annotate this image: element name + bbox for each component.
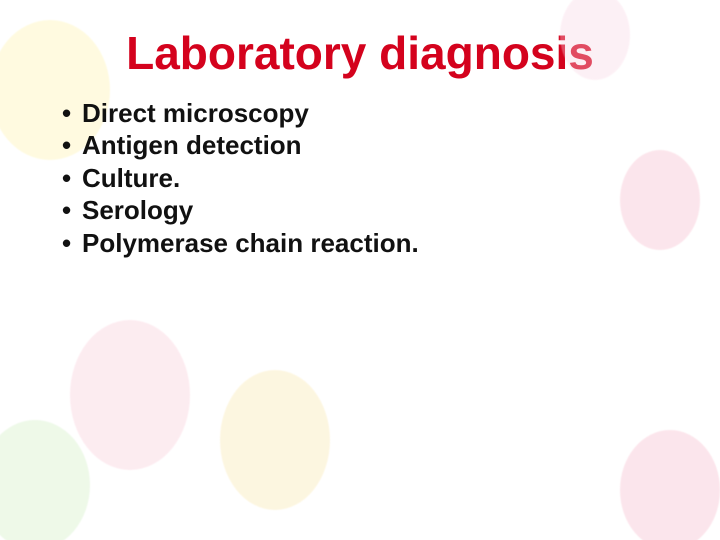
slide: Laboratory diagnosis Direct microscopyAn…: [0, 0, 720, 540]
balloon-decoration: [220, 370, 330, 510]
bullet-item: Serology: [62, 194, 680, 227]
bullet-item: Direct microscopy: [62, 97, 680, 130]
bullet-item: Polymerase chain reaction.: [62, 227, 680, 260]
bullet-item: Culture.: [62, 162, 680, 195]
balloon-decoration: [0, 420, 90, 540]
balloon-decoration: [620, 430, 720, 540]
balloon-decoration: [70, 320, 190, 470]
bullet-list: Direct microscopyAntigen detectionCultur…: [40, 97, 680, 260]
bullet-item: Antigen detection: [62, 129, 680, 162]
